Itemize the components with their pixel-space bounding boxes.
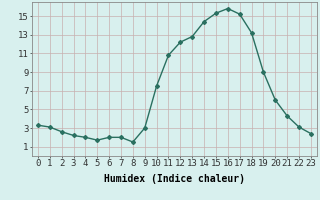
- X-axis label: Humidex (Indice chaleur): Humidex (Indice chaleur): [104, 174, 245, 184]
